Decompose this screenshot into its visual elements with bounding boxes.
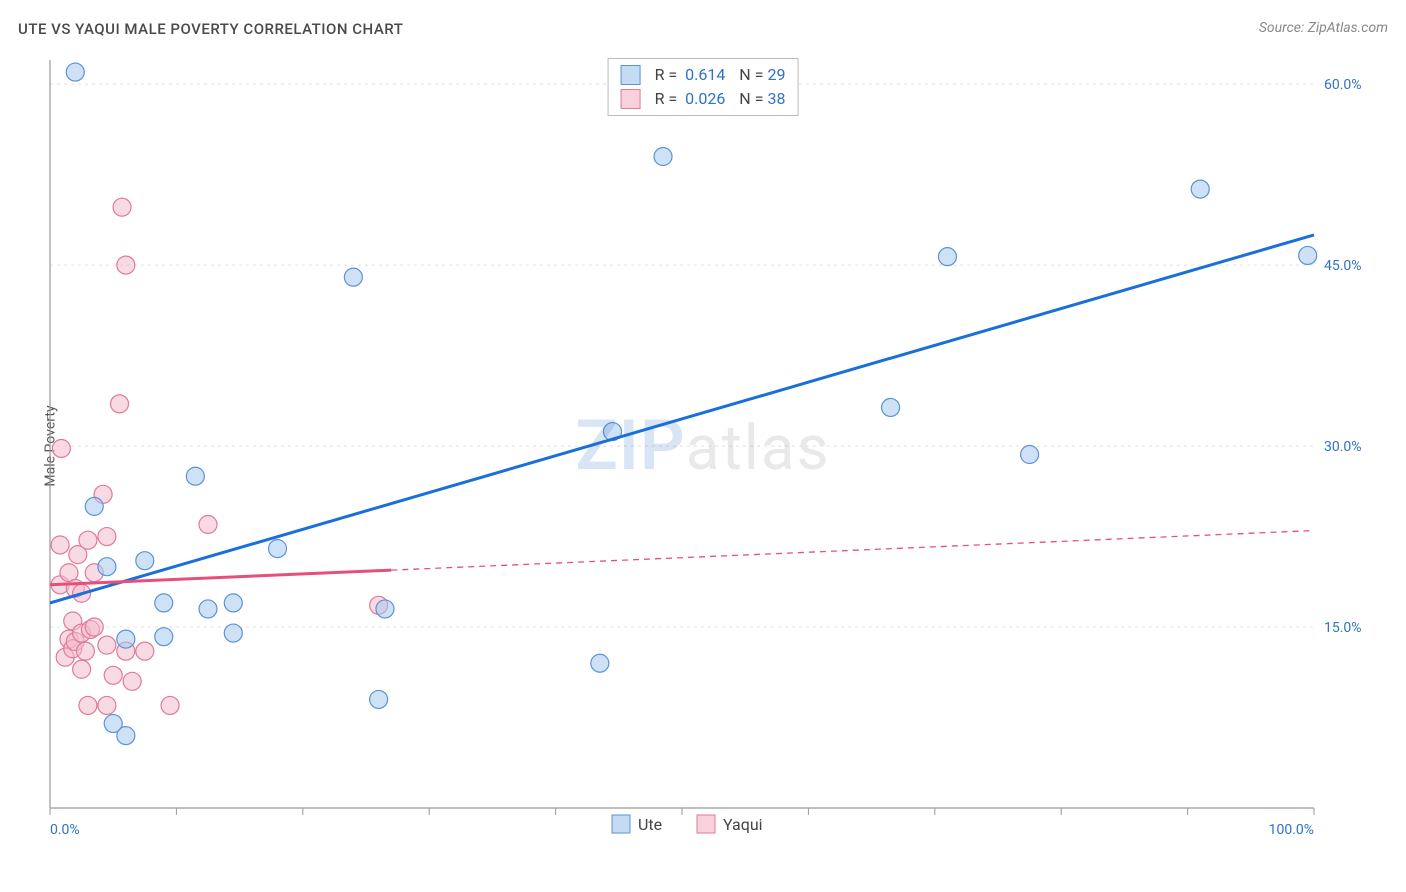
yaqui-N-value: 38 xyxy=(767,89,785,108)
svg-text:Ute: Ute xyxy=(638,815,662,834)
legend-eq: = xyxy=(668,89,677,108)
ute-R-value: 0.614 xyxy=(685,65,725,84)
legend-N-label: N xyxy=(739,89,750,108)
svg-text:30.0%: 30.0% xyxy=(1324,439,1362,455)
scatter-plot-svg: 0.0% 100.0% 15.0% 30.0% 45.0% 60.0% Ute Yaqui xyxy=(44,50,1384,840)
legend-eq: = xyxy=(755,89,764,108)
svg-text:60.0%: 60.0% xyxy=(1324,77,1362,93)
legend-row-yaqui: R = 0.026 N = 38 xyxy=(621,87,786,111)
svg-text:Yaqui: Yaqui xyxy=(723,815,763,834)
ute-N-value: 29 xyxy=(767,65,785,84)
svg-text:0.0%: 0.0% xyxy=(50,822,80,838)
source-attribution: Source: ZipAtlas.com xyxy=(1259,20,1388,36)
legend-R-label: R xyxy=(655,89,665,108)
ute-swatch-icon xyxy=(621,65,641,85)
correlation-legend: R = 0.614 N = 29 R = 0.026 N = 38 xyxy=(608,58,799,116)
plot-container: 0.0% 100.0% 15.0% 30.0% 45.0% 60.0% Ute Yaqui xyxy=(44,50,1384,840)
legend-eq: = xyxy=(755,65,764,84)
legend-R-label: R xyxy=(655,65,665,84)
yaqui-swatch-icon xyxy=(621,89,641,109)
svg-text:45.0%: 45.0% xyxy=(1324,258,1362,274)
legend-eq: = xyxy=(668,65,677,84)
yaqui-R-value: 0.026 xyxy=(685,89,725,108)
svg-text:100.0%: 100.0% xyxy=(1269,822,1314,838)
chart-title: UTE VS YAQUI MALE POVERTY CORRELATION CH… xyxy=(18,20,403,38)
legend-N-label: N xyxy=(739,65,750,84)
svg-text:15.0%: 15.0% xyxy=(1324,620,1362,636)
legend-row-ute: R = 0.614 N = 29 xyxy=(621,63,786,87)
